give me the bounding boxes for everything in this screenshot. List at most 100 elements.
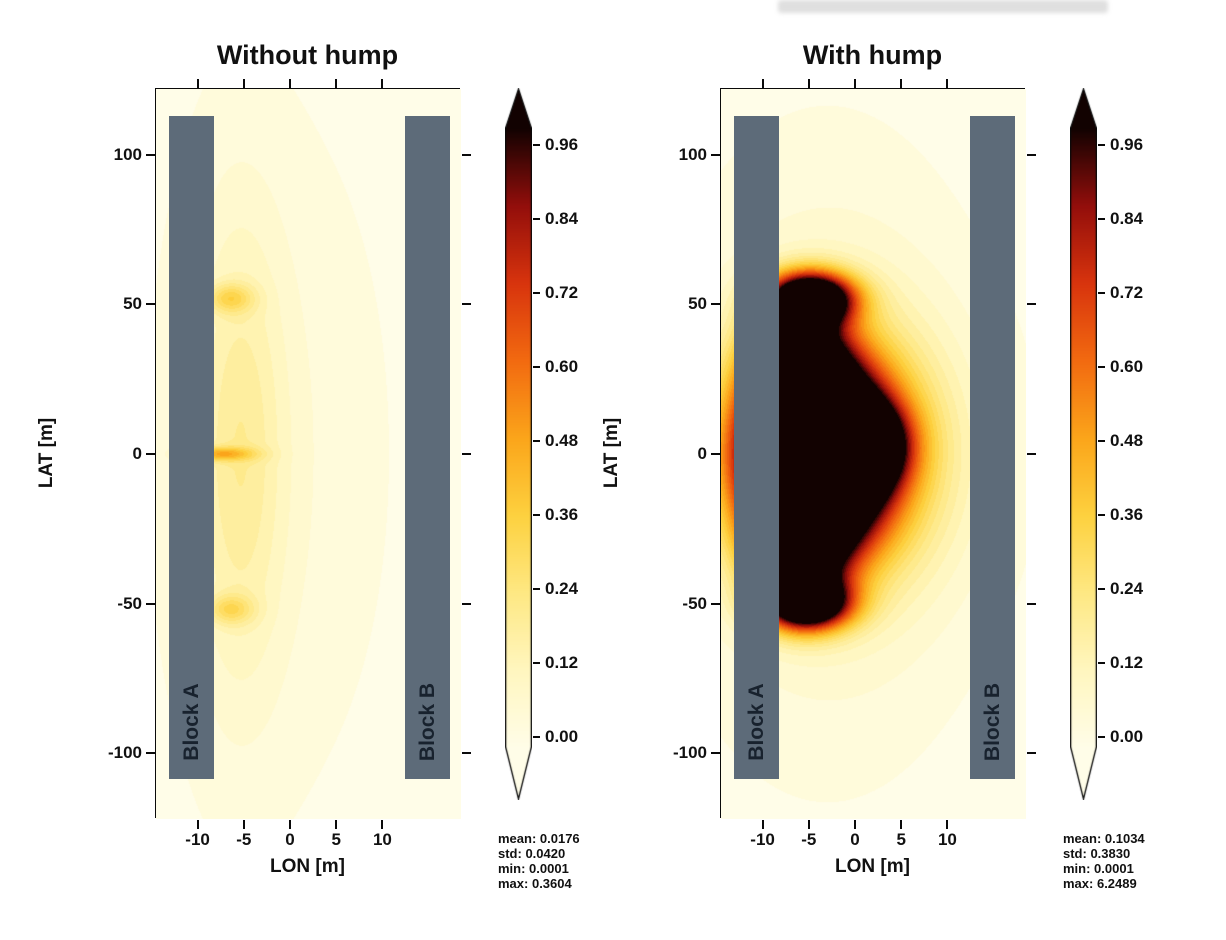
colorbar-tick-mark [533,440,540,442]
colorbar-gradient [1070,88,1097,800]
colorbar-tick-mark [1098,366,1105,368]
x-tick-mark [946,820,949,829]
x-tick-mark [900,820,903,829]
block-b-label: Block B [415,682,439,762]
x-tick-mark [900,79,903,88]
x-tick-label: -5 [236,830,252,849]
y-tick-label: 100 [113,144,142,164]
block-a: Block A [169,116,214,779]
colorbar-tick-mark [533,736,540,738]
colorbar-tick-mark [1098,218,1105,220]
colorbar-tick-label: 0.72 [545,283,579,302]
y-axis-label: LAT [m] [36,417,57,489]
x-tick-label: -10 [750,830,775,849]
block-a-label: Block A [744,683,768,761]
colorbar: 0.96 0.84 0.72 0.60 0.48 0.36 0.24 0.12 0.00 [1070,88,1180,812]
stats-block: mean: 0.1034 std: 0.3830 min: 0.0001 max… [1063,831,1193,891]
x-tick-label: 5 [896,830,906,849]
colorbar-tick-label: 0.84 [1110,209,1144,228]
y-tick-mark [711,453,720,455]
y-tick-mark [462,303,471,306]
colorbar-tick-label: 0.12 [1110,653,1144,672]
stat-mean: mean: 0.0176 [498,831,580,846]
x-axis-label: LON [m] [270,856,345,877]
y-tick-mark [146,602,155,605]
panel-without-hump: Without hump LAT [m] Block A Block B 100… [36,40,628,891]
y-tick-label: 100 [678,144,707,164]
colorbar-tick-mark [1098,440,1105,442]
colorbar-tick-mark [1098,144,1105,146]
y-tick-label: 50 [688,294,707,314]
plot-area: Block A Block B 100 50 0 -50 -100 -10 -5 0 5 10 [108,79,471,849]
x-axis-label: LON [m] [835,856,910,877]
chart-title: Without hump [216,40,399,70]
y-tick-label: -50 [117,593,142,613]
x-tick-mark [242,820,245,829]
x-tick-mark [761,820,764,829]
x-tick-mark [242,79,245,88]
block-a: Block A [734,116,779,779]
x-tick-label: 10 [937,830,957,849]
block-a-label: Block A [179,683,203,761]
y-tick-mark [711,303,720,306]
colorbar-tick-mark [533,144,540,146]
colorbar-tick-mark [1098,736,1105,738]
colorbar-tick-label: 0.48 [545,431,579,450]
y-tick-mark [1027,752,1036,755]
y-tick-mark [146,303,155,306]
colorbar-tick-mark [1098,514,1105,516]
y-tick-label: 50 [123,294,142,314]
colorbar-tick-mark [533,292,540,294]
stat-min: min: 0.0001 [1063,861,1134,876]
colorbar-tick-mark [533,662,540,664]
colorbar-tick-mark [533,218,540,220]
y-tick-mark [711,153,720,156]
y-tick-mark [462,602,471,605]
y-tick-mark [1027,453,1036,455]
y-tick-mark [462,153,471,156]
colorbar-tick-label: 0.96 [1110,135,1144,154]
y-tick-mark [146,153,155,156]
stat-max: max: 0.3604 [498,876,572,891]
x-tick-mark [381,820,384,829]
colorbar-tick-label: 0.96 [545,135,579,154]
x-tick-label: -5 [801,830,817,849]
x-tick-label: 5 [331,830,341,849]
chart-title: With hump [802,40,943,70]
y-tick-mark [146,453,155,455]
y-tick-mark [711,602,720,605]
x-tick-mark [196,820,199,829]
y-tick-label: 0 [132,444,142,463]
colorbar: 0.96 0.84 0.72 0.60 0.48 0.36 0.24 0.12 0.00 [505,88,615,812]
stat-min: min: 0.0001 [498,861,569,876]
colorbar-tick-label: 0.84 [545,209,579,228]
colorbar-tick-label: 0.36 [545,505,579,524]
plot-area: Block A Block B 100 50 0 -50 -100 -10 -5 0 5 10 [673,79,1036,849]
x-tick-mark [761,79,764,88]
stat-max: max: 6.2489 [1063,876,1137,891]
y-tick-mark [1027,602,1036,605]
y-tick-mark [711,752,720,755]
colorbar-tick-label: 0.12 [545,653,579,672]
colorbar-tick-label: 0.24 [545,579,579,598]
x-tick-mark [335,79,338,88]
x-tick-mark [196,79,199,88]
stats-block: mean: 0.0176 std: 0.0420 min: 0.0001 max… [498,831,628,891]
block-b: Block B [970,116,1015,779]
colorbar-gradient [505,88,532,800]
x-tick-mark [381,79,384,88]
x-tick-mark [289,820,291,829]
x-tick-mark [289,79,291,88]
colorbar-tick-label: 0.60 [1110,357,1144,376]
y-tick-label: -100 [107,743,142,763]
colorbar-tick-mark [1098,292,1105,294]
colorbar-tick-mark [533,366,540,368]
colorbar-tick-mark [1098,588,1105,590]
y-tick-mark [462,752,471,755]
colorbar-tick-label: 0.72 [1110,283,1144,302]
y-tick-label: 0 [697,444,707,463]
scan-artifact-smudge [778,0,1108,13]
y-tick-mark [1027,303,1036,306]
colorbar-tick-label: 0.60 [545,357,579,376]
